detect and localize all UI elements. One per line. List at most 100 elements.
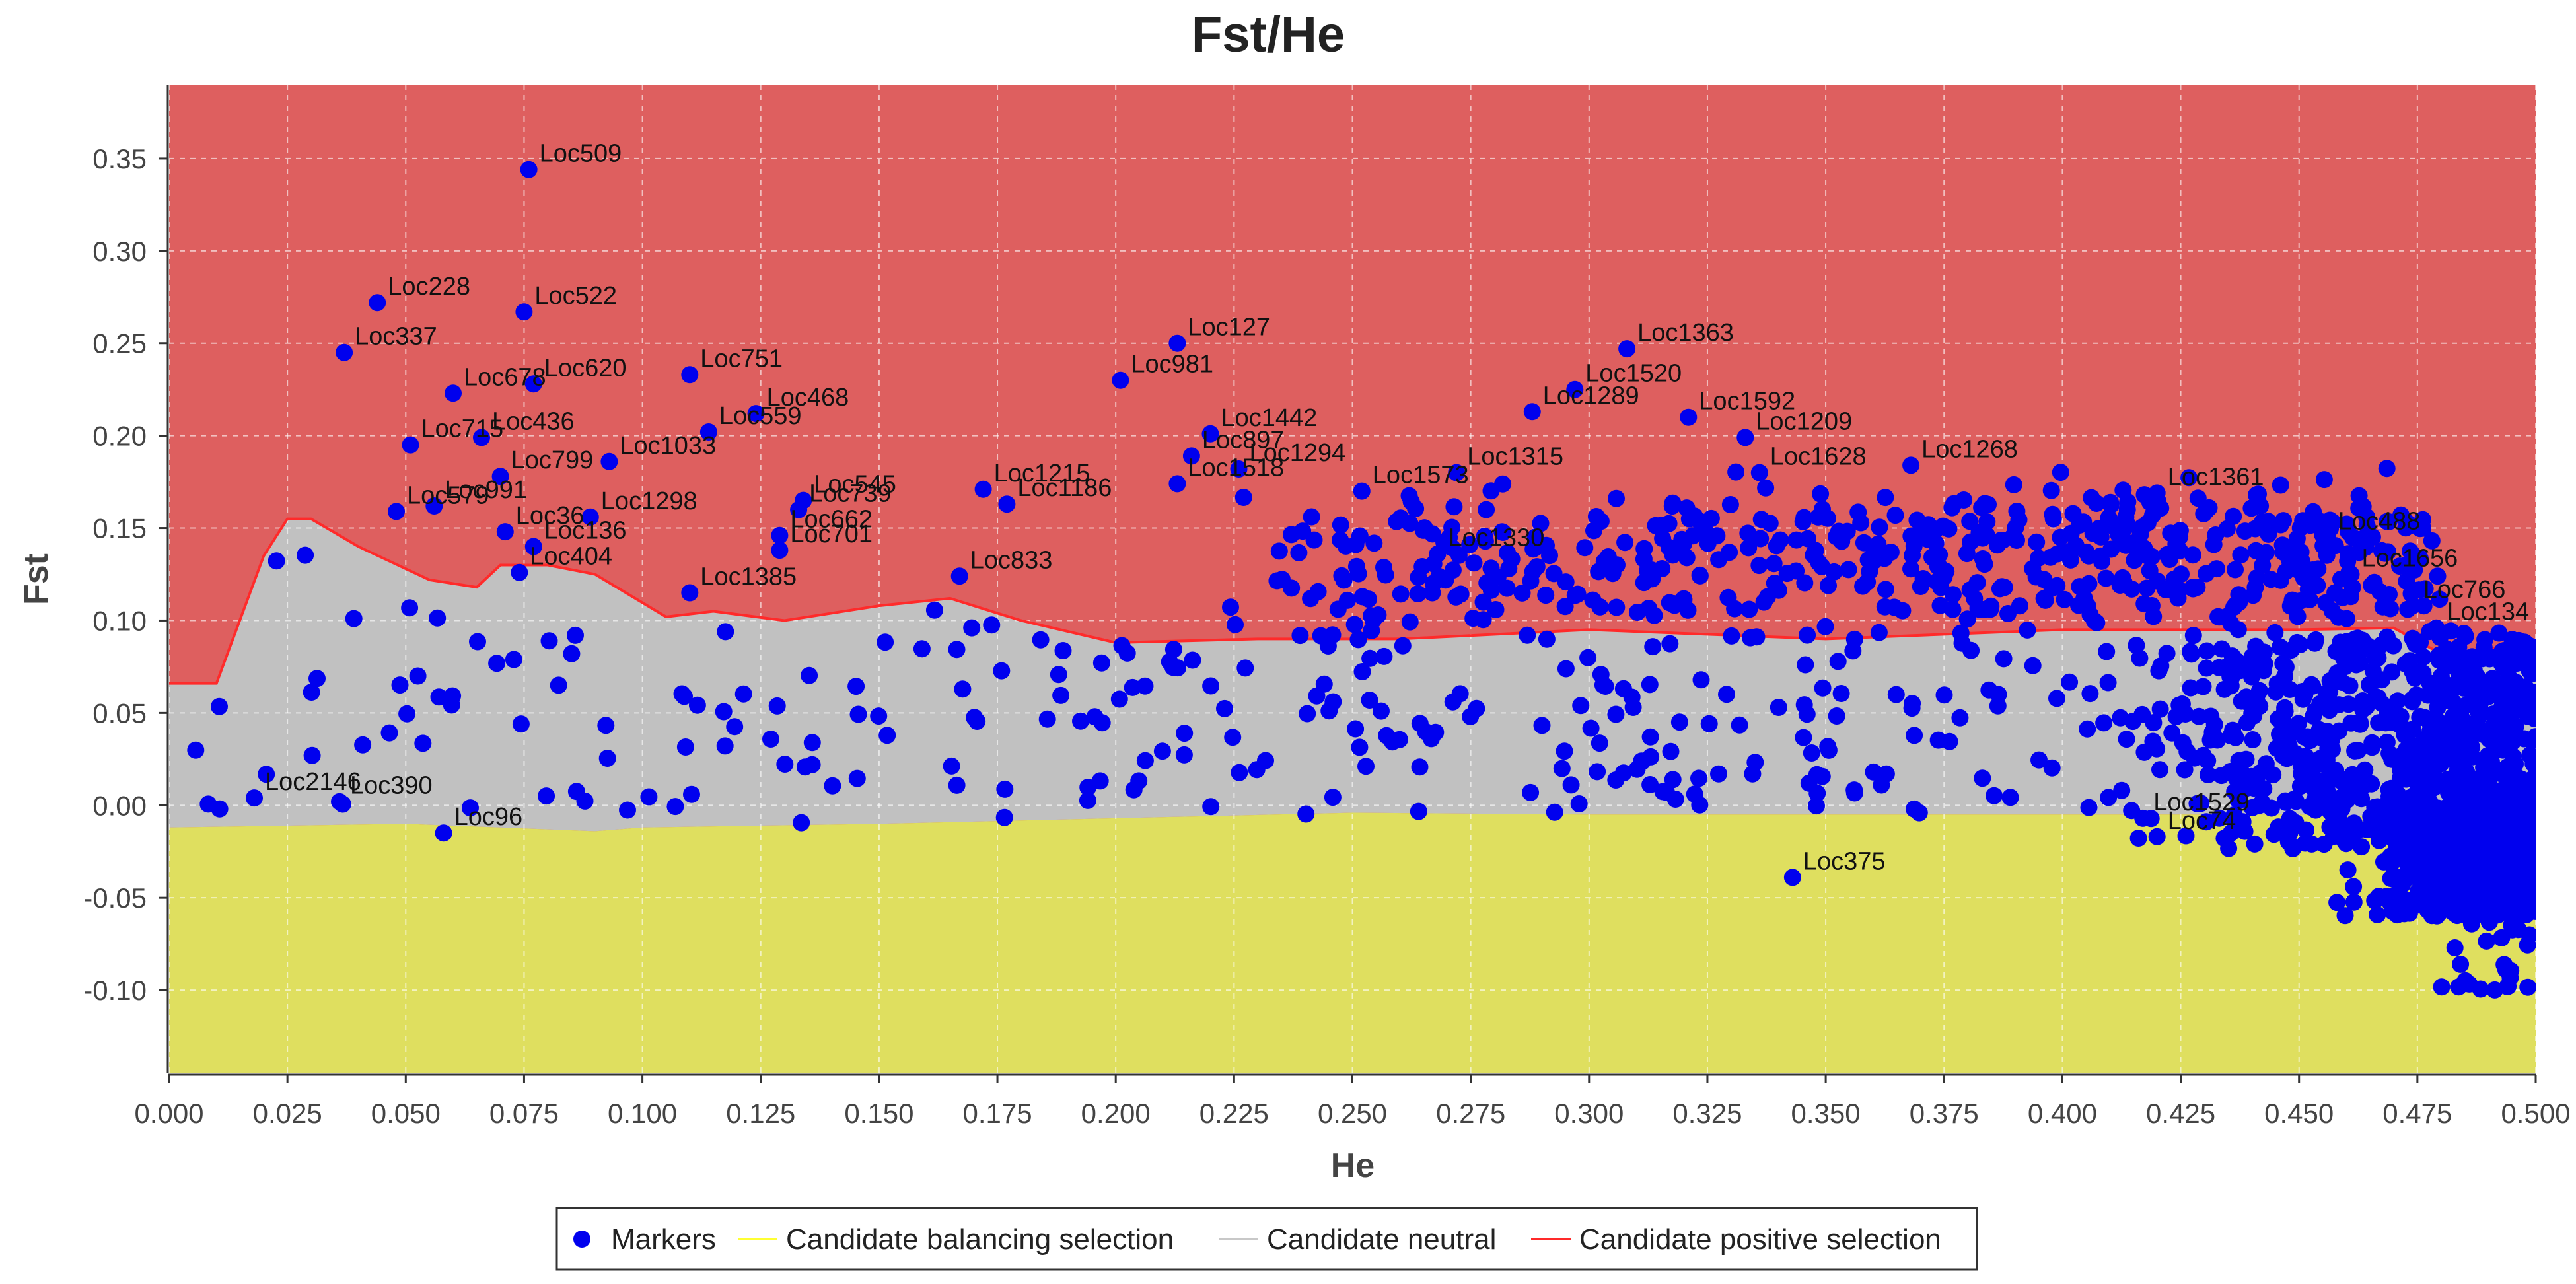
- marker-point: [563, 645, 581, 662]
- marker-point: [2254, 557, 2272, 575]
- marker-point: [1347, 720, 1365, 738]
- marker-point: [1441, 528, 1458, 546]
- marker-point: [1660, 515, 1678, 532]
- marker-point: [308, 670, 326, 688]
- marker-label: Loc1385: [700, 563, 797, 591]
- x-tick-label: 0.100: [608, 1098, 677, 1129]
- marker-point: [1633, 753, 1651, 770]
- marker-point: [1812, 485, 1830, 503]
- marker-point: [2455, 625, 2473, 643]
- marker-point: [2400, 734, 2418, 752]
- y-tick-label: 0.15: [92, 513, 147, 544]
- legend-markers-label: Markers: [611, 1223, 716, 1256]
- marker-point: [2234, 813, 2252, 831]
- marker-label: Loc1361: [2168, 463, 2264, 491]
- marker-point: [993, 662, 1011, 680]
- marker-point: [1661, 635, 1679, 653]
- labeled-marker-loc96: [435, 824, 452, 842]
- marker-point: [2374, 598, 2392, 616]
- marker-point: [1125, 781, 1143, 799]
- marker-point: [2509, 921, 2527, 939]
- marker-point: [1164, 659, 1182, 676]
- marker-point: [1865, 763, 1882, 781]
- marker-point: [2266, 624, 2284, 641]
- marker-point: [2378, 733, 2396, 751]
- marker-point: [983, 616, 1001, 634]
- labeled-marker-loc897: [1182, 447, 1200, 465]
- marker-point: [2432, 691, 2450, 709]
- marker-point: [1869, 535, 1887, 553]
- marker-point: [1641, 728, 1659, 746]
- marker-point: [1349, 565, 1367, 583]
- marker-point: [1752, 511, 1770, 528]
- labeled-marker-loc579: [388, 503, 405, 520]
- marker-point: [847, 678, 865, 696]
- marker-point: [2048, 690, 2065, 707]
- marker-point: [2111, 577, 2129, 594]
- marker-point: [2490, 828, 2508, 845]
- marker-point: [2357, 698, 2375, 716]
- marker-label: Loc1315: [1467, 443, 1563, 471]
- marker-point: [409, 667, 427, 685]
- marker-point: [2190, 707, 2208, 725]
- marker-point: [1541, 547, 1558, 565]
- marker-point: [2102, 540, 2120, 558]
- marker-point: [2210, 659, 2228, 676]
- marker-point: [1814, 679, 1832, 697]
- marker-point: [2456, 697, 2474, 715]
- marker-point: [2484, 760, 2502, 778]
- marker-point: [2312, 729, 2330, 746]
- marker-point: [2378, 460, 2396, 478]
- marker-point: [391, 676, 409, 694]
- marker-point: [1944, 600, 1962, 618]
- marker-label: Loc1529: [2153, 789, 2250, 816]
- marker-point: [848, 769, 866, 787]
- marker-point: [2369, 798, 2386, 816]
- marker-point: [2052, 528, 2069, 546]
- marker-point: [2472, 980, 2489, 998]
- marker-point: [2276, 668, 2293, 685]
- marker-point: [1487, 601, 1505, 618]
- marker-point: [2244, 731, 2262, 748]
- marker-point: [2251, 697, 2269, 715]
- marker-point: [2100, 789, 2118, 806]
- marker-point: [1808, 785, 1826, 802]
- marker-label: Loc739: [809, 480, 892, 508]
- marker-point: [2431, 590, 2449, 608]
- marker-point: [2141, 562, 2159, 579]
- marker-point: [2385, 871, 2403, 888]
- marker-point: [2307, 801, 2324, 819]
- marker-point: [1050, 666, 1067, 684]
- marker-point: [2342, 714, 2360, 732]
- marker-label: Loc1656: [2362, 545, 2458, 573]
- marker-point: [1236, 659, 1254, 677]
- marker-point: [2507, 645, 2524, 663]
- marker-point: [1093, 714, 1111, 732]
- marker-point: [793, 814, 810, 832]
- labeled-marker-loc375: [1783, 869, 1801, 886]
- marker-point: [1227, 616, 1244, 633]
- marker-point: [2244, 587, 2262, 604]
- marker-point: [2274, 543, 2292, 561]
- labeled-marker-loc662: [771, 526, 789, 544]
- labeled-marker-loc127: [1168, 334, 1186, 352]
- marker-point: [1522, 572, 1540, 590]
- marker-point: [2521, 837, 2536, 855]
- marker-point: [1935, 686, 1953, 704]
- marker-point: [1118, 644, 1136, 662]
- marker-point: [345, 610, 363, 627]
- marker-point: [1585, 522, 1602, 540]
- marker-point: [2145, 714, 2163, 732]
- marker-point: [401, 599, 419, 617]
- marker-point: [2092, 528, 2110, 546]
- marker-point: [676, 738, 694, 756]
- marker-point: [717, 623, 734, 641]
- marker-point: [1589, 763, 1606, 781]
- marker-label: Loc136: [544, 517, 627, 545]
- marker-point: [2080, 575, 2098, 592]
- marker-point: [211, 697, 228, 715]
- marker-point: [1840, 561, 1857, 579]
- marker-point: [1373, 702, 1390, 720]
- marker-point: [1940, 520, 1958, 538]
- marker-point: [2410, 882, 2427, 900]
